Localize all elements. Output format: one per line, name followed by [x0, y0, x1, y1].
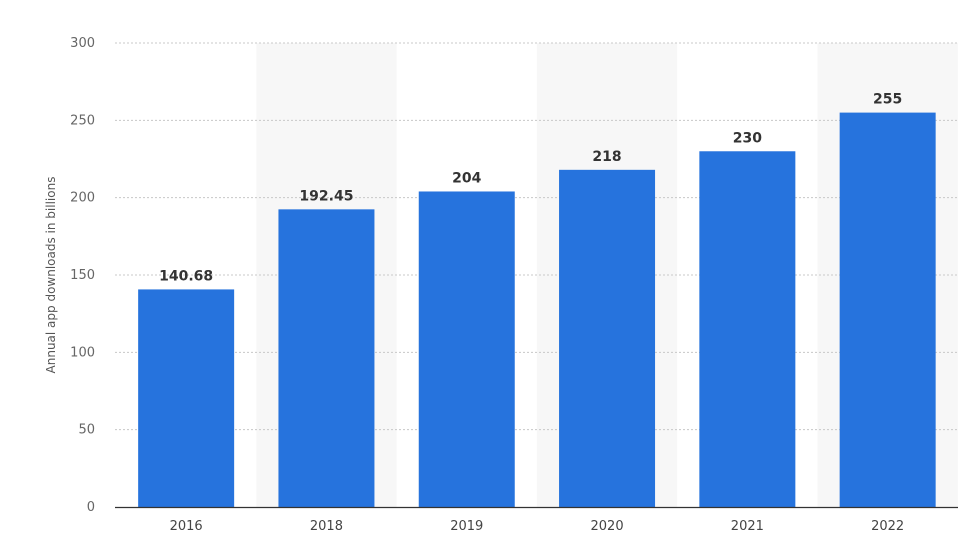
value-label-2016: 140.68 — [159, 268, 213, 284]
y-tick-label: 300 — [70, 36, 95, 51]
bars — [138, 112, 936, 508]
x-axis-ticks: 2016 2018 2019 2020 2021 2022 — [170, 519, 905, 534]
x-tick-label: 2021 — [731, 519, 764, 534]
y-axis-title: Annual app downloads in billions — [44, 177, 58, 374]
y-tick-label: 0 — [87, 500, 95, 515]
y-tick-label: 250 — [70, 113, 95, 128]
value-label-2022: 255 — [873, 92, 902, 108]
bar-2021[interactable] — [699, 151, 796, 507]
y-tick-label: 150 — [70, 268, 95, 283]
x-tick-label: 2018 — [310, 519, 343, 534]
bar-2020[interactable] — [559, 169, 656, 507]
value-label-2020: 218 — [592, 149, 621, 165]
value-labels: 140.68 192.45 204 218 230 255 — [159, 92, 902, 285]
value-label-2018: 192.45 — [299, 188, 353, 204]
value-label-2019: 204 — [452, 170, 481, 186]
x-tick-label: 2019 — [450, 519, 483, 534]
bar-2018[interactable] — [278, 209, 375, 507]
bar-2019[interactable] — [418, 191, 515, 508]
gridlines — [115, 42, 958, 431]
bar-2016[interactable] — [138, 289, 235, 507]
y-tick-label: 200 — [70, 191, 95, 206]
x-tick-label: 2020 — [591, 519, 624, 534]
y-tick-label: 100 — [70, 345, 95, 360]
value-label-2021: 230 — [733, 130, 762, 146]
x-tick-label: 2016 — [170, 519, 203, 534]
y-axis-ticks: 0 50 100 150 200 250 300 — [70, 36, 95, 515]
bar-2022[interactable] — [839, 112, 936, 507]
x-tick-label: 2022 — [871, 519, 904, 534]
y-tick-label: 50 — [78, 423, 95, 438]
